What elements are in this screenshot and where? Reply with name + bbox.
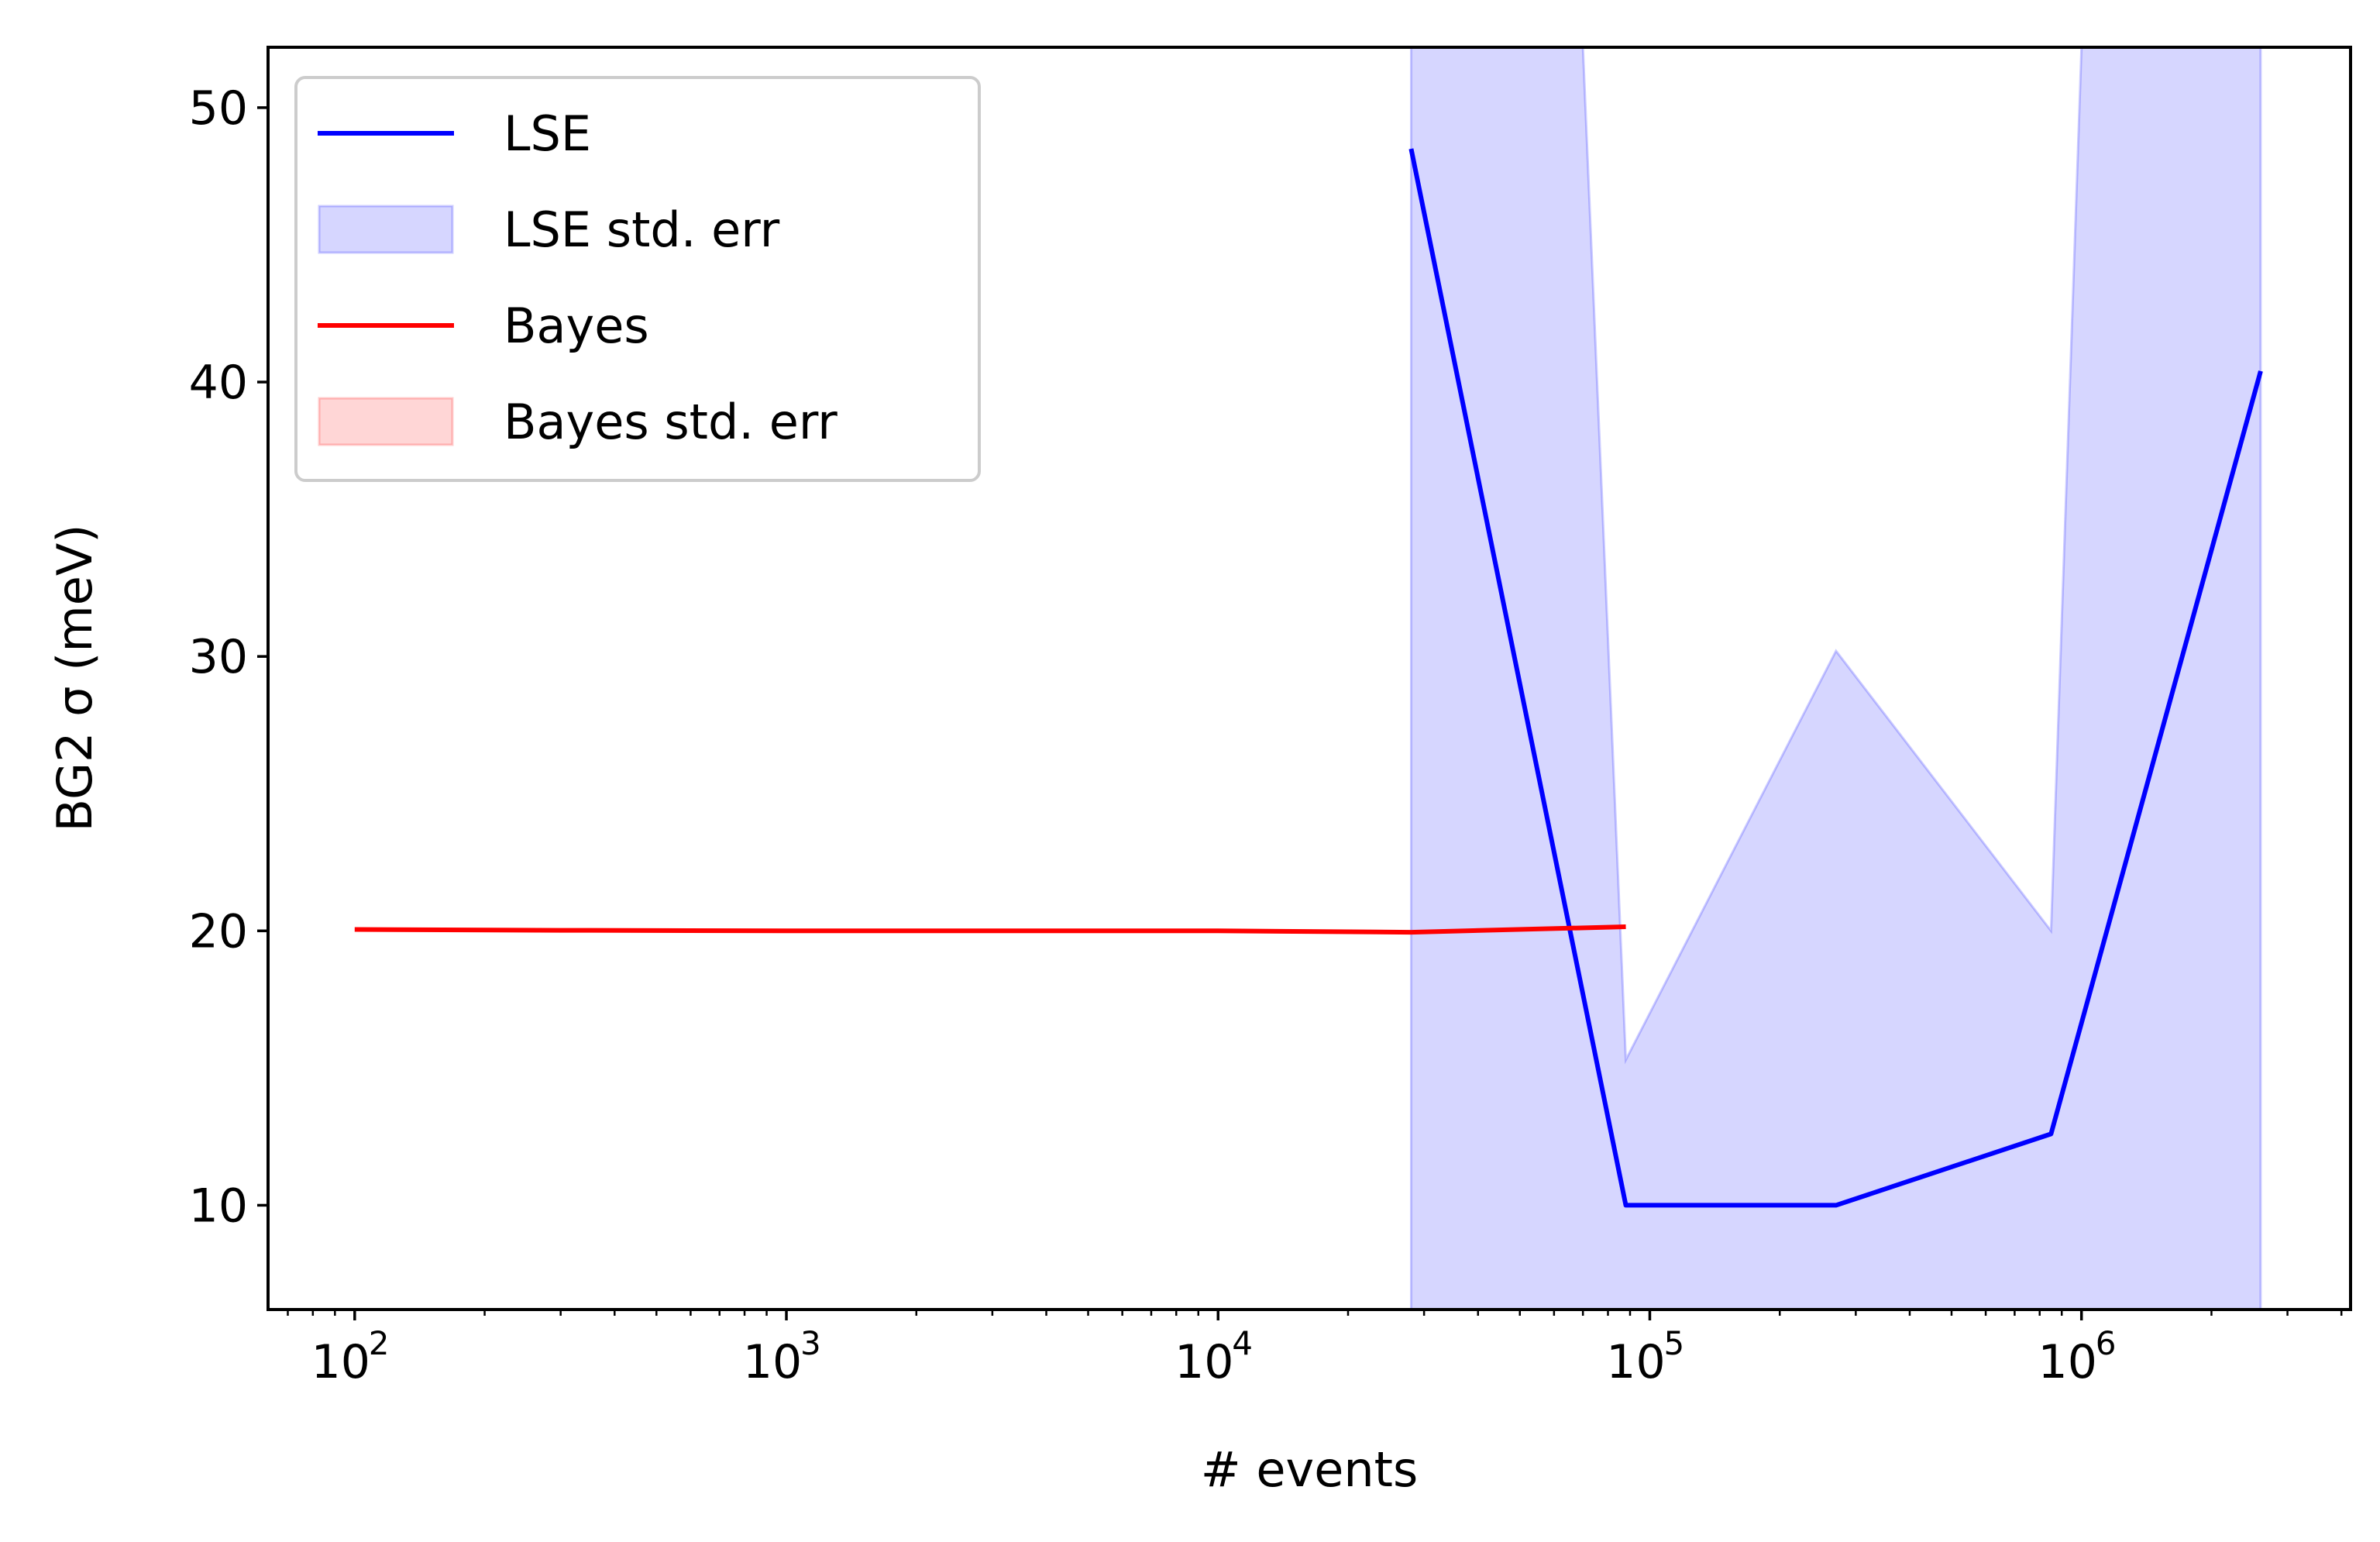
legend-label: Bayes std. err bbox=[504, 394, 837, 450]
x-tick-label: 10 bbox=[2038, 1335, 2097, 1389]
lse-series-line bbox=[1408, 148, 2263, 1208]
legend-box bbox=[294, 76, 981, 482]
lse-std-err-band bbox=[1409, 47, 2262, 1310]
legend-label: LSE bbox=[504, 105, 591, 162]
x-tick-label: 10 bbox=[1606, 1335, 1665, 1389]
x-axis-label: # events bbox=[1201, 1441, 1419, 1498]
x-tick-exponent: 2 bbox=[369, 1324, 390, 1362]
x-tick-exponent: 6 bbox=[2096, 1324, 2117, 1362]
y-tick-label: 50 bbox=[189, 81, 248, 136]
legend: LSE LSE std. err Bayes Bayes std. err bbox=[294, 76, 981, 482]
x-tick-exponent: 4 bbox=[1232, 1324, 1253, 1362]
x-tick-label: 10 bbox=[311, 1335, 370, 1389]
plot-frame bbox=[267, 46, 2352, 1311]
y-tick-label: 30 bbox=[189, 630, 248, 684]
x-axis: 102 103 104 105 106 bbox=[287, 1310, 2343, 1389]
legend-band-swatch bbox=[318, 397, 454, 446]
x-tick-label: 10 bbox=[1175, 1335, 1233, 1389]
bayes-series-line bbox=[354, 924, 1626, 935]
y-tick-label: 20 bbox=[189, 904, 248, 959]
y-axis: 10 20 30 40 50 bbox=[189, 81, 268, 1233]
y-tick-label: 10 bbox=[189, 1179, 248, 1233]
x-tick-exponent: 5 bbox=[1663, 1324, 1684, 1362]
legend-label: Bayes bbox=[504, 298, 649, 354]
legend-band-swatch bbox=[318, 205, 454, 254]
series-layer bbox=[354, 47, 2263, 1310]
x-tick-exponent: 3 bbox=[800, 1324, 821, 1362]
legend-label: LSE std. err bbox=[504, 201, 780, 258]
y-tick-label: 40 bbox=[189, 356, 248, 410]
x-tick-label: 10 bbox=[743, 1335, 802, 1389]
y-axis-label: BG2 σ (meV) bbox=[46, 525, 103, 832]
